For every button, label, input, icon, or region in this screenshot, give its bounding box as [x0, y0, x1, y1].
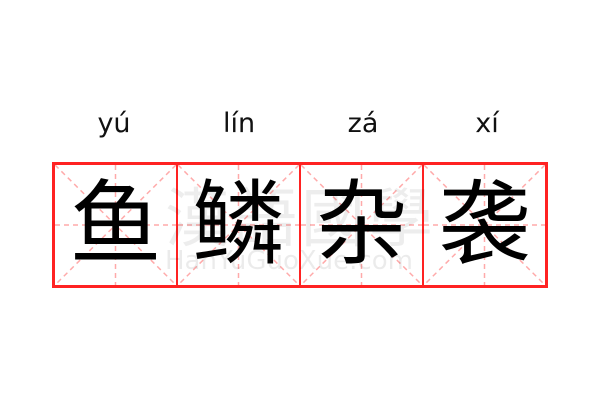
guide-lines	[55, 165, 176, 285]
guide-lines	[301, 165, 422, 285]
watermark-latin: HanYuGuoXue.com	[165, 246, 413, 276]
character-2: 鳞	[192, 171, 285, 278]
guide-line	[424, 165, 545, 285]
grid-cell-1: 鱼	[55, 165, 176, 285]
pinyin-2: lín	[222, 108, 256, 139]
pinyin-1: yú	[97, 108, 131, 139]
guide-lines	[424, 165, 545, 285]
watermark-han: 漢語國學	[165, 183, 437, 257]
character-1: 鱼	[69, 171, 162, 278]
guide-line	[178, 165, 299, 285]
pinyin-4: xí	[475, 108, 499, 139]
grid-cell-3: 杂	[299, 165, 422, 285]
grid-cell-4: 袭	[422, 165, 545, 285]
character-grid: 鱼 鳞 杂 袭	[52, 162, 548, 288]
pinyin-3: zá	[347, 108, 379, 139]
guide-line	[55, 165, 176, 285]
grid-cell-2: 鳞	[176, 165, 299, 285]
character-4: 袭	[438, 171, 531, 278]
guide-lines	[178, 165, 299, 285]
guide-line	[301, 165, 422, 285]
character-3: 杂	[315, 171, 408, 278]
